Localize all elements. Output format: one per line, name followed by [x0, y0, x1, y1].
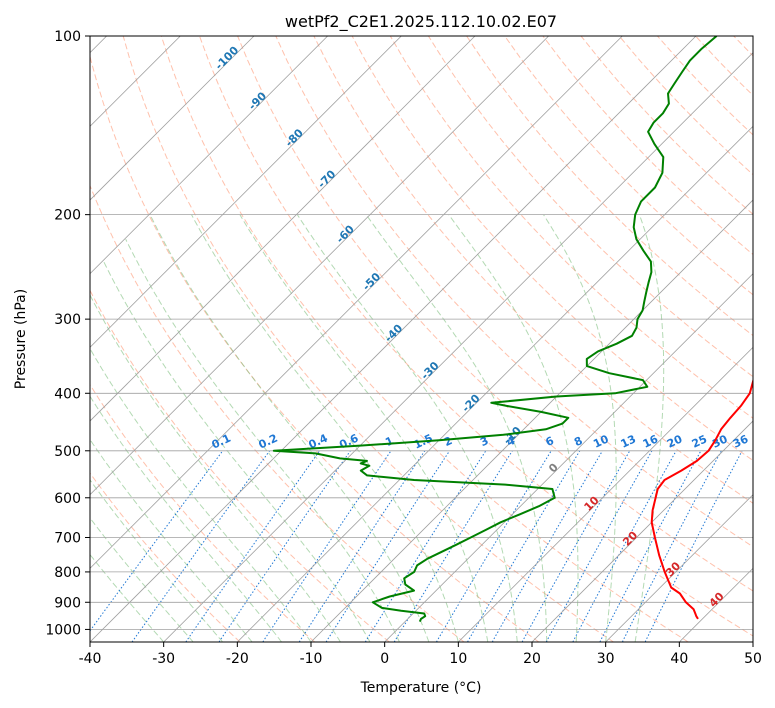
y-tick-label: 300	[54, 312, 81, 328]
y-axis-ticks: 100 200 300 400 500 600 700 800 900 1000	[45, 29, 90, 638]
sounding-series	[272, 36, 753, 623]
isotherm-line	[458, 346, 753, 642]
mixing-ratio-line	[521, 450, 631, 642]
plot-area: -100-90-80-70-60-50-40-30-20-10010203040…	[90, 36, 753, 642]
y-tick-label: 100	[54, 29, 81, 45]
moist-adiabat-line	[90, 293, 341, 642]
mixing-ratio-line	[644, 450, 743, 642]
mixing-ratio-line	[90, 450, 224, 632]
mixing-ratio-line	[325, 450, 451, 642]
dry-adiabat-line	[275, 36, 753, 548]
dewpoint-line	[272, 36, 718, 623]
y-tick-label: 500	[54, 444, 81, 460]
isotherm-lines	[90, 36, 753, 642]
dry-adiabat-line	[504, 36, 753, 296]
y-tick-label: 900	[54, 595, 81, 611]
isotherm-line	[237, 125, 753, 642]
mixing-ratio-label: 30	[710, 432, 730, 450]
moist-adiabat-line	[90, 438, 253, 642]
x-tick-label: 50	[744, 651, 762, 667]
y-tick-label: 800	[54, 565, 81, 581]
dry-adiabat-line	[237, 36, 753, 592]
isotherm-line	[90, 36, 549, 496]
x-tick-label: -30	[152, 651, 175, 667]
isotherm-line	[90, 36, 697, 642]
dry-adiabat-line	[313, 36, 753, 504]
x-tick-label: 40	[670, 651, 688, 667]
mixing-ratio-line	[599, 450, 702, 642]
mixing-ratio-line	[545, 450, 653, 642]
isobar-lines	[90, 36, 753, 630]
moist-adiabat-line	[90, 553, 165, 642]
isotherm-line	[605, 494, 753, 642]
mixing-ratio-line	[435, 450, 552, 642]
moist-adiabat-line	[149, 214, 430, 642]
x-tick-label: -20	[226, 651, 249, 667]
x-axis-label: Temperature (°C)	[360, 680, 482, 696]
isotherm-line	[90, 36, 623, 569]
mixing-ratio-line	[572, 450, 677, 642]
dry-adiabat-line	[351, 36, 753, 462]
isotherm-line	[163, 52, 753, 642]
mixing-ratio-label: 25	[690, 433, 709, 451]
moist-adiabat-line	[543, 214, 617, 642]
moist-adiabat-line	[191, 214, 459, 642]
moist-adiabat-line	[90, 395, 282, 642]
moist-adiabat-line	[90, 347, 312, 642]
moist-adiabat-line	[90, 517, 194, 642]
x-tick-label: 30	[597, 651, 615, 667]
dry-adiabat-line	[90, 289, 390, 642]
dry-adiabat-line	[122, 36, 614, 642]
dry-adiabat-line	[389, 36, 753, 419]
y-tick-label: 1000	[45, 622, 81, 638]
moist-adiabat-line	[239, 214, 489, 642]
moist-adiabat-line	[90, 479, 223, 642]
mixing-ratio-line	[218, 450, 351, 642]
mixing-ratio-line	[393, 450, 513, 642]
moist-adiabat-line	[448, 214, 579, 642]
x-tick-label: 20	[523, 651, 541, 667]
x-tick-label: -10	[300, 651, 323, 667]
dry-adiabats	[90, 36, 753, 642]
y-tick-label: 600	[54, 491, 81, 507]
x-axis-ticks: -40 -30 -20 -10 0 10 20 30 40 50	[79, 642, 762, 667]
mixing-ratio-label: 36	[731, 432, 751, 450]
mixing-ratio-label: 16	[641, 432, 661, 450]
dry-adiabat-line	[466, 36, 753, 337]
y-axis-label: Pressure (hPa)	[13, 289, 29, 389]
x-tick-label: 0	[380, 651, 389, 667]
dry-adiabat-line	[90, 54, 540, 642]
x-tick-label: 10	[449, 651, 467, 667]
mixing-ratio-line	[185, 450, 321, 642]
isotherm-line	[384, 273, 753, 642]
temperature-line	[650, 377, 753, 620]
mixing-ratio-label: 10	[591, 432, 611, 450]
y-tick-label: 400	[54, 386, 81, 402]
mixing-ratio-line	[364, 450, 487, 642]
isotherm-line	[90, 36, 402, 348]
isotherm-line	[531, 420, 753, 642]
isotherm-line	[90, 36, 476, 422]
x-tick-label: -40	[79, 651, 102, 667]
isotherm-line	[90, 36, 255, 201]
mixing-ratio-label: 20	[665, 432, 685, 450]
mixing-ratio-label: 13	[619, 433, 638, 451]
isotherm-line	[90, 36, 328, 275]
moist-adiabat-line	[125, 238, 400, 642]
y-tick-label: 200	[54, 208, 81, 224]
chart-title: wetPf2_C2E1.2025.112.10.02.E07	[285, 12, 557, 32]
mixing-ratio-line	[131, 450, 271, 642]
y-tick-label: 700	[54, 531, 81, 547]
dry-adiabat-line	[90, 472, 241, 642]
plot-frame	[89, 35, 754, 643]
isotherm-line	[310, 199, 753, 642]
dry-adiabat-line	[90, 383, 316, 642]
dry-adiabat-line	[160, 36, 689, 642]
moist-adiabat-line	[365, 214, 548, 642]
mixing-ratio-line	[298, 450, 426, 642]
mixing-ratio-line	[262, 450, 392, 642]
